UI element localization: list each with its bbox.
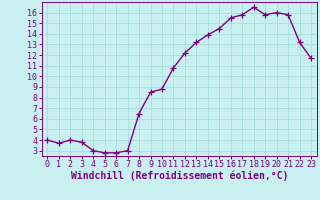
X-axis label: Windchill (Refroidissement éolien,°C): Windchill (Refroidissement éolien,°C) — [70, 171, 288, 181]
